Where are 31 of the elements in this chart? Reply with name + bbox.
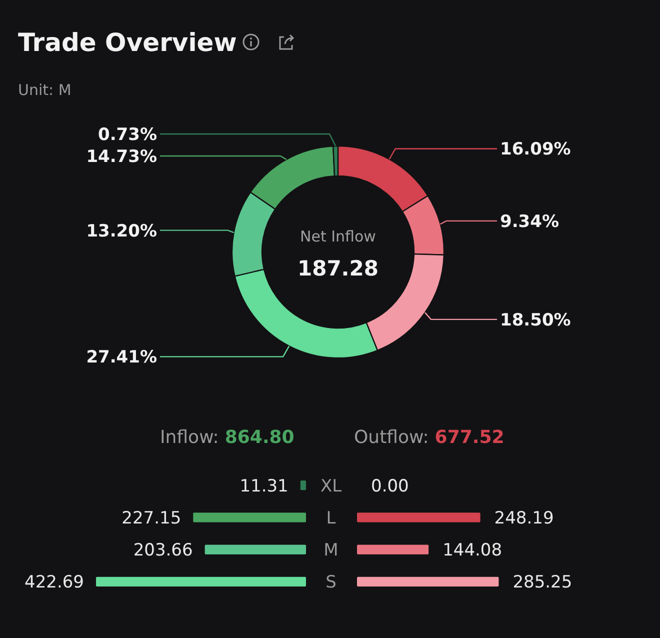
text: Net Inflow (300, 227, 376, 246)
data-label: 285.25 (512, 572, 572, 593)
data-label: 422.69 (24, 572, 84, 593)
data-label: 16.09% (500, 140, 571, 160)
data-label: 9.34% (500, 212, 559, 232)
bar (96, 576, 306, 587)
data-label: 248.19 (494, 508, 554, 528)
text: 677.52 (434, 427, 504, 448)
data-label: 18.50% (500, 310, 571, 330)
y-tick-label: S (326, 572, 336, 593)
bar (300, 480, 306, 490)
data-label: 144.08 (442, 540, 502, 561)
chart-title: Inflow: (160, 427, 219, 448)
text: 187.28 (297, 256, 379, 280)
chart-subtitle: Unit: M (18, 81, 72, 99)
chart-title: Trade Overview (18, 28, 237, 57)
data-label: 203.66 (133, 540, 193, 561)
data-label: 227.15 (122, 508, 182, 528)
y-tick-label: M (324, 540, 338, 561)
data-label: 13.20% (86, 221, 157, 242)
y-tick-label: XL (320, 476, 342, 496)
chart-title: Outflow: (354, 427, 429, 448)
y-tick-label: L (326, 508, 336, 528)
data-label: 11.31 (240, 476, 288, 496)
bar (204, 544, 306, 554)
data-label: 27.41% (86, 348, 157, 368)
data-label: 0.00 (371, 476, 409, 496)
bar (193, 512, 306, 522)
data-label: 14.73% (86, 146, 157, 167)
data-label: 0.73% (98, 124, 157, 145)
text: 864.80 (224, 427, 294, 448)
